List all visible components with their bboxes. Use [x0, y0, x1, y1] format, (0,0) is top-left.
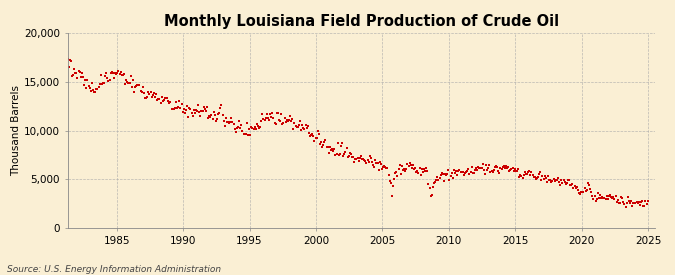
Title: Monthly Louisiana Field Production of Crude Oil: Monthly Louisiana Field Production of Cr…: [163, 14, 559, 29]
Y-axis label: Thousand Barrels: Thousand Barrels: [11, 85, 21, 176]
Text: Source: U.S. Energy Information Administration: Source: U.S. Energy Information Administ…: [7, 265, 221, 274]
